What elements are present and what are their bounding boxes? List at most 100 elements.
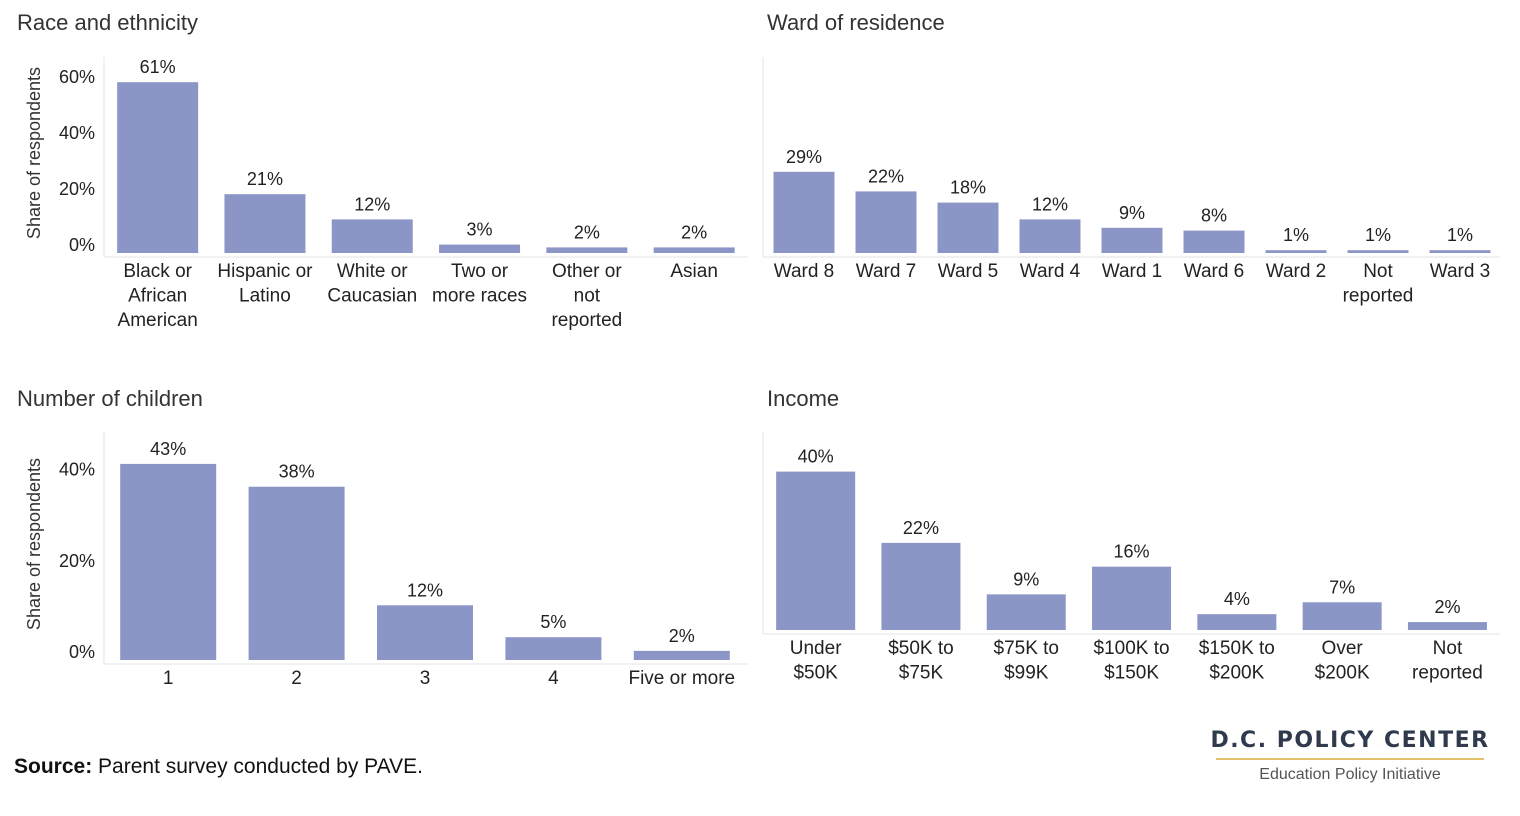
- category-label: reported: [1343, 286, 1414, 307]
- chart-panel-1: Race and ethnicity Share of respondents 0%…: [17, 10, 748, 331]
- y-axis-label: Share of respondents: [24, 458, 44, 630]
- data-label: 2%: [574, 222, 600, 242]
- data-label: 12%: [1032, 194, 1068, 214]
- y-axis-label: Share of respondents: [24, 67, 44, 239]
- bar: [1101, 227, 1163, 253]
- category-label: $75K to: [994, 638, 1060, 659]
- logo-title: D.C. POLICY CENTER: [1210, 728, 1490, 753]
- data-label: 4%: [1224, 589, 1250, 609]
- source-label: Source:: [14, 755, 93, 778]
- data-label: 12%: [407, 580, 443, 600]
- data-label: 8%: [1201, 206, 1227, 226]
- bar: [120, 463, 217, 660]
- bar: [248, 486, 345, 660]
- bar: [224, 194, 306, 253]
- dc-policy-center-logo: D.C. POLICY CENTER Education Policy Init…: [1210, 728, 1490, 784]
- y-tick-label: 0%: [69, 642, 95, 662]
- category-label: Two or: [451, 261, 509, 282]
- y-tick-label: 20%: [59, 551, 95, 571]
- category-label: $50K to: [888, 638, 954, 659]
- bar: [1265, 250, 1327, 253]
- bar: [1183, 230, 1245, 253]
- chart-title: Race and ethnicity: [17, 10, 198, 35]
- logo-rule: [1216, 758, 1484, 760]
- y-tick-label: 40%: [59, 460, 95, 480]
- category-label: $75K: [899, 663, 944, 684]
- chart-panel-4: Income 40% Under $50K 22% $50K to $75K 9% $75K t…: [762, 386, 1500, 684]
- bar: [439, 244, 521, 253]
- category-label: Five or more: [628, 668, 735, 689]
- bar: [1347, 250, 1409, 253]
- bar: [773, 171, 835, 253]
- bar: [855, 191, 917, 253]
- category-label: $150K: [1104, 663, 1159, 684]
- bar: [377, 605, 473, 660]
- chart-title: Ward of residence: [767, 10, 945, 35]
- chart-title: Number of children: [17, 386, 203, 411]
- category-label: Ward 8: [774, 261, 835, 282]
- data-label: 12%: [354, 194, 390, 214]
- bar: [937, 202, 999, 253]
- data-label: 3%: [467, 220, 493, 240]
- category-label: Ward 4: [1020, 261, 1081, 282]
- category-label: $200K: [1209, 663, 1264, 684]
- data-label: 1%: [1365, 225, 1391, 245]
- category-label: 1: [163, 668, 174, 689]
- category-label: $99K: [1004, 663, 1049, 684]
- source-text: Parent survey conducted by PAVE.: [98, 755, 423, 778]
- bar: [1197, 614, 1277, 630]
- category-label: $50K: [793, 663, 838, 684]
- category-label: 2: [291, 668, 302, 689]
- bar: [1407, 622, 1487, 630]
- category-label: Caucasian: [327, 286, 417, 307]
- category-label: Latino: [239, 286, 291, 307]
- category-label: Ward 7: [856, 261, 917, 282]
- bar: [117, 82, 199, 253]
- bar: [546, 247, 628, 253]
- category-label: Hispanic or: [217, 261, 313, 282]
- y-tick-label: 60%: [59, 67, 95, 87]
- data-label: 16%: [1114, 542, 1150, 562]
- data-label: 61%: [140, 57, 176, 77]
- category-label: $100K to: [1094, 638, 1170, 659]
- bar: [881, 542, 961, 630]
- data-label: 2%: [681, 222, 707, 242]
- data-label: 40%: [798, 447, 834, 467]
- y-tick-label: 0%: [69, 235, 95, 255]
- category-label: reported: [1412, 663, 1483, 684]
- data-label: 2%: [669, 626, 695, 646]
- data-label: 29%: [786, 147, 822, 167]
- category-label: Other or: [552, 261, 622, 282]
- source-note: Source: Parent survey conducted by PAVE.: [14, 755, 423, 779]
- bar: [776, 471, 856, 630]
- chart-panel-2: Ward of residence 29% Ward 8 22% Ward 7 18% Wa…: [762, 10, 1500, 307]
- category-label: White or: [337, 261, 408, 282]
- chart-panel-3: Number of children Share of respondents 0%…: [17, 386, 748, 689]
- data-label: 9%: [1119, 203, 1145, 223]
- category-label: Ward 6: [1184, 261, 1245, 282]
- data-label: 2%: [1434, 597, 1460, 617]
- data-label: 22%: [868, 166, 904, 186]
- y-tick-label: 20%: [59, 179, 95, 199]
- category-label: African: [128, 286, 187, 307]
- logo-subtitle: Education Policy Initiative: [1259, 766, 1441, 783]
- bar: [505, 637, 602, 660]
- data-label: 21%: [247, 169, 283, 189]
- bar: [331, 219, 413, 253]
- category-label: Ward 2: [1266, 261, 1327, 282]
- data-label: 22%: [903, 518, 939, 538]
- category-label: not: [574, 286, 601, 307]
- bar: [653, 247, 735, 253]
- category-label: Over: [1322, 638, 1364, 659]
- bar: [1429, 250, 1491, 253]
- category-label: 3: [420, 668, 431, 689]
- data-label: 9%: [1013, 569, 1039, 589]
- category-label: Not: [1433, 638, 1463, 659]
- data-label: 1%: [1447, 225, 1473, 245]
- category-label: Under: [790, 638, 842, 659]
- category-label: Ward 5: [938, 261, 999, 282]
- category-label: Asian: [670, 261, 718, 282]
- category-label: 4: [548, 668, 559, 689]
- bar: [1302, 602, 1382, 630]
- data-label: 18%: [950, 178, 986, 198]
